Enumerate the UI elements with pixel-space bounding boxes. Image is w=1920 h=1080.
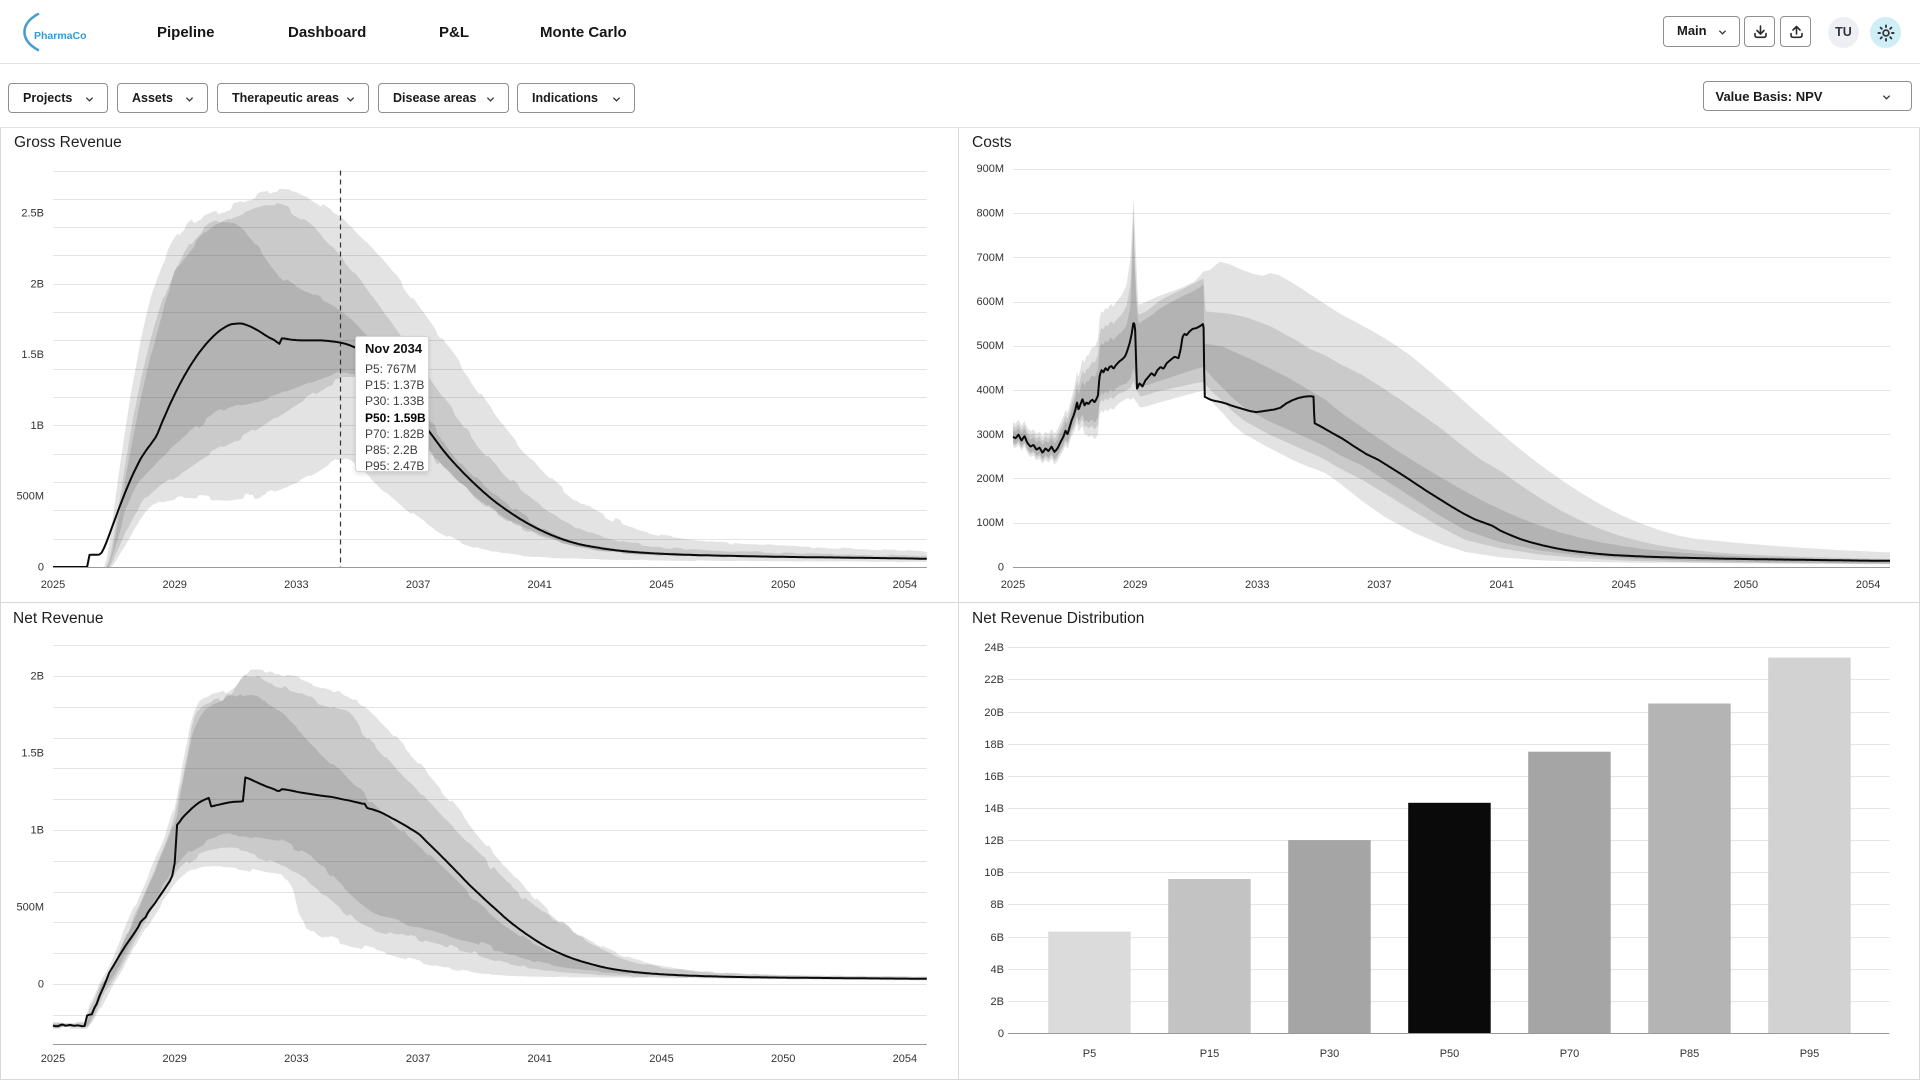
svg-text:2045: 2045 (649, 579, 673, 591)
svg-text:2B: 2B (31, 671, 44, 683)
svg-text:16B: 16B (984, 771, 1004, 783)
svg-text:2033: 2033 (284, 1053, 308, 1065)
svg-text:P95: P95 (1799, 1048, 1819, 1060)
svg-text:500M: 500M (976, 340, 1004, 352)
svg-text:24B: 24B (984, 642, 1004, 654)
svg-text:2029: 2029 (162, 579, 186, 591)
svg-text:P5: P5 (1082, 1048, 1095, 1060)
svg-text:22B: 22B (984, 674, 1004, 686)
svg-text:2050: 2050 (771, 1053, 795, 1065)
svg-text:2029: 2029 (1122, 579, 1146, 591)
svg-text:2B: 2B (990, 996, 1003, 1008)
svg-text:14B: 14B (984, 803, 1004, 815)
svg-text:18B: 18B (984, 739, 1004, 751)
svg-text:800M: 800M (976, 208, 1004, 220)
svg-text:2045: 2045 (1611, 579, 1635, 591)
svg-text:2037: 2037 (406, 1053, 430, 1065)
svg-text:1B: 1B (31, 825, 44, 837)
svg-text:200M: 200M (976, 473, 1004, 485)
svg-text:2025: 2025 (1000, 579, 1024, 591)
svg-text:P30: P30 (1319, 1048, 1339, 1060)
svg-text:2050: 2050 (771, 579, 795, 591)
svg-text:2045: 2045 (649, 1053, 673, 1065)
svg-text:2041: 2041 (1489, 579, 1513, 591)
svg-text:1.5B: 1.5B (21, 748, 44, 760)
svg-text:100M: 100M (976, 517, 1004, 529)
svg-text:P70: P70 (1559, 1048, 1579, 1060)
svg-text:8B: 8B (990, 899, 1003, 911)
svg-text:400M: 400M (976, 385, 1004, 397)
svg-text:2054: 2054 (893, 579, 917, 591)
svg-text:2041: 2041 (528, 579, 552, 591)
svg-text:10B: 10B (984, 867, 1004, 879)
svg-text:2037: 2037 (406, 579, 430, 591)
svg-text:700M: 700M (976, 252, 1004, 264)
svg-text:600M: 600M (976, 296, 1004, 308)
svg-text:0: 0 (997, 1028, 1003, 1040)
svg-text:2.5B: 2.5B (21, 208, 44, 220)
svg-text:12B: 12B (984, 835, 1004, 847)
svg-text:P85: P85 (1679, 1048, 1699, 1060)
svg-text:PharmaCo: PharmaCo (34, 30, 87, 42)
svg-text:2033: 2033 (1245, 579, 1269, 591)
svg-text:300M: 300M (976, 429, 1004, 441)
svg-text:2029: 2029 (162, 1053, 186, 1065)
svg-text:2025: 2025 (41, 1053, 65, 1065)
svg-text:2037: 2037 (1367, 579, 1391, 591)
svg-text:0: 0 (38, 979, 44, 991)
svg-text:900M: 900M (976, 163, 1004, 175)
svg-text:2041: 2041 (528, 1053, 552, 1065)
svg-text:2054: 2054 (893, 1053, 917, 1065)
svg-text:6B: 6B (990, 932, 1003, 944)
svg-text:500M: 500M (16, 902, 44, 914)
svg-text:1B: 1B (31, 420, 44, 432)
svg-text:4B: 4B (990, 964, 1003, 976)
svg-text:500M: 500M (16, 491, 44, 503)
svg-text:P50: P50 (1439, 1048, 1459, 1060)
svg-text:2033: 2033 (284, 579, 308, 591)
svg-text:2B: 2B (31, 278, 44, 290)
svg-text:P15: P15 (1199, 1048, 1219, 1060)
svg-text:1.5B: 1.5B (21, 349, 44, 361)
svg-text:0: 0 (38, 562, 44, 574)
svg-text:2050: 2050 (1733, 579, 1757, 591)
svg-text:2025: 2025 (41, 579, 65, 591)
svg-text:2054: 2054 (1855, 579, 1879, 591)
svg-text:0: 0 (997, 562, 1003, 574)
svg-text:20B: 20B (984, 707, 1004, 719)
